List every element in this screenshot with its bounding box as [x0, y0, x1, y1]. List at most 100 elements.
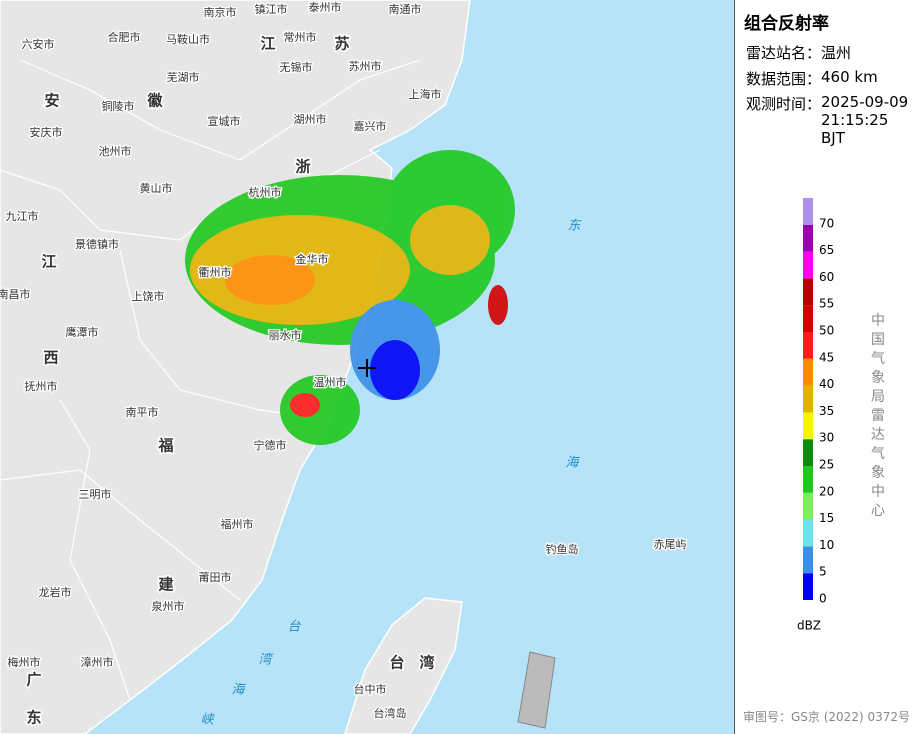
province-label: 建: [158, 576, 174, 594]
city-label: 钓鱼岛: [546, 542, 579, 556]
city-label: 南平市: [126, 405, 159, 419]
city-label: 梅州市: [8, 655, 41, 669]
city-label: 台湾岛: [374, 706, 407, 720]
sea-label: 海: [565, 456, 580, 471]
city-label: 金华市: [296, 252, 329, 266]
border: [59, 399, 131, 701]
province-label: 徽: [146, 92, 163, 110]
colorbar-segment: [803, 385, 813, 413]
colorbar: 0 5 10 15 20 25 30 35 40 45 50 55 60 65 70 dBZ: [797, 198, 834, 633]
info-value: 温州: [821, 44, 852, 62]
city-label: 龙岩市: [39, 585, 72, 599]
city-label: 杭州市: [249, 185, 282, 199]
info-row: 观测时间： 2025-09-09 21:15:25 BJT: [746, 93, 916, 147]
city-label: 鹰潭市: [66, 325, 99, 339]
province-label: 西: [43, 349, 58, 367]
colorbar-segment: [803, 519, 813, 547]
colorbar-tick-label: 70: [819, 216, 834, 230]
city-label: 抚州市: [25, 379, 58, 393]
city-label: 泉州市: [152, 599, 185, 613]
radar-site: [358, 359, 376, 377]
city-label: 安庆市: [30, 125, 63, 139]
city-label: 黄山市: [140, 181, 173, 195]
info-label: 观测时间：: [746, 95, 822, 113]
colorbar-segment: [803, 412, 813, 440]
colorbar-tick-label: 30: [819, 431, 834, 445]
province-label: 湾: [419, 654, 434, 672]
city-label: 芜湖市: [167, 70, 200, 84]
echo: [370, 340, 420, 400]
sea-label: 峡: [200, 713, 215, 728]
province-label: 广: [26, 671, 41, 689]
info-panel: 组合反射率 雷达站名： 温州 数据范围： 460 km 观测时间： 2025-09-09 …: [734, 0, 924, 734]
colorbar-tick-label: 5: [819, 565, 827, 579]
city-label: 衢州市: [199, 265, 232, 279]
panel-title: 组合反射率: [744, 14, 829, 34]
city-label: 南昌市: [0, 287, 31, 301]
province-label: 浙: [295, 158, 310, 176]
colorbar-segment: [803, 305, 813, 332]
city-label: 无锡市: [280, 60, 313, 74]
city-label: 漳州市: [81, 655, 114, 669]
info-label: 雷达站名：: [746, 44, 822, 62]
city-label: 台中市: [354, 682, 387, 696]
echo: [280, 375, 360, 445]
colorbar-tick-label: 65: [819, 243, 834, 257]
echo: [410, 205, 490, 275]
colorbar-segment: [803, 251, 813, 279]
colorbar-tick-label: 10: [819, 538, 834, 552]
province-label: 江: [260, 35, 275, 53]
city-label: 上海市: [409, 87, 442, 101]
province-label: 安: [44, 92, 59, 110]
info-row: 雷达站名： 温州: [746, 42, 916, 63]
city-label: 上饶市: [132, 289, 165, 303]
city-label: 丽水市: [269, 328, 302, 342]
city-label: 嘉兴市: [354, 119, 387, 133]
city-label: 宁德市: [254, 438, 287, 452]
colorbar-tick-label: 15: [819, 511, 834, 525]
colorbar-segment: [803, 198, 813, 225]
sea-label: 台: [287, 620, 301, 635]
province-label: 江: [41, 253, 56, 271]
province-label: 台: [389, 654, 404, 672]
colorbar-segment: [803, 358, 813, 386]
colorbar-tick-label: 60: [819, 270, 834, 284]
info-value: 460 km: [821, 68, 878, 86]
city-label: 湖州市: [294, 112, 327, 126]
city-label: 泰州市: [309, 0, 342, 14]
city-label: 马鞍山市: [166, 32, 210, 46]
echo: [488, 285, 508, 325]
city-label: 常州市: [284, 30, 317, 44]
city-label: 宣城市: [208, 114, 241, 128]
taiwan: [344, 597, 463, 734]
city-label: 三明市: [79, 487, 112, 501]
colorbar-segment: [803, 278, 813, 306]
city-label: 景德镇市: [75, 237, 119, 251]
sea-label: 东: [567, 219, 582, 234]
city-label: 南通市: [389, 2, 422, 16]
info-label: 数据范围：: [746, 70, 822, 88]
sea-label: 湾: [258, 652, 273, 668]
colorbar-segment: [803, 573, 813, 600]
colorbar-segment: [803, 224, 813, 252]
colorbar-tick-label: 50: [819, 324, 834, 338]
province-label: 东: [26, 709, 41, 727]
info-value: 2025-09-09 21:15:25 BJT: [821, 93, 909, 147]
credit: 中国气象局雷达气象中心: [871, 313, 885, 519]
province-label: 苏: [334, 35, 349, 53]
colorbar-tick-label: 35: [819, 404, 834, 418]
colorbar-segment: [803, 546, 813, 574]
city-label: 苏州市: [349, 59, 382, 73]
city-label: 赤尾屿: [654, 538, 687, 551]
colorbar-unit: dBZ: [797, 619, 821, 633]
colorbar-tick-label: 40: [819, 377, 834, 391]
radar-echo: [185, 150, 515, 445]
colorbar-segment: [803, 332, 813, 359]
coverage-strip: [517, 651, 556, 729]
colorbar-tick-label: 25: [819, 458, 834, 472]
info-row: 数据范围： 460 km: [746, 68, 916, 89]
city-label: 福州市: [221, 517, 254, 531]
city-label: 池州市: [99, 144, 132, 158]
